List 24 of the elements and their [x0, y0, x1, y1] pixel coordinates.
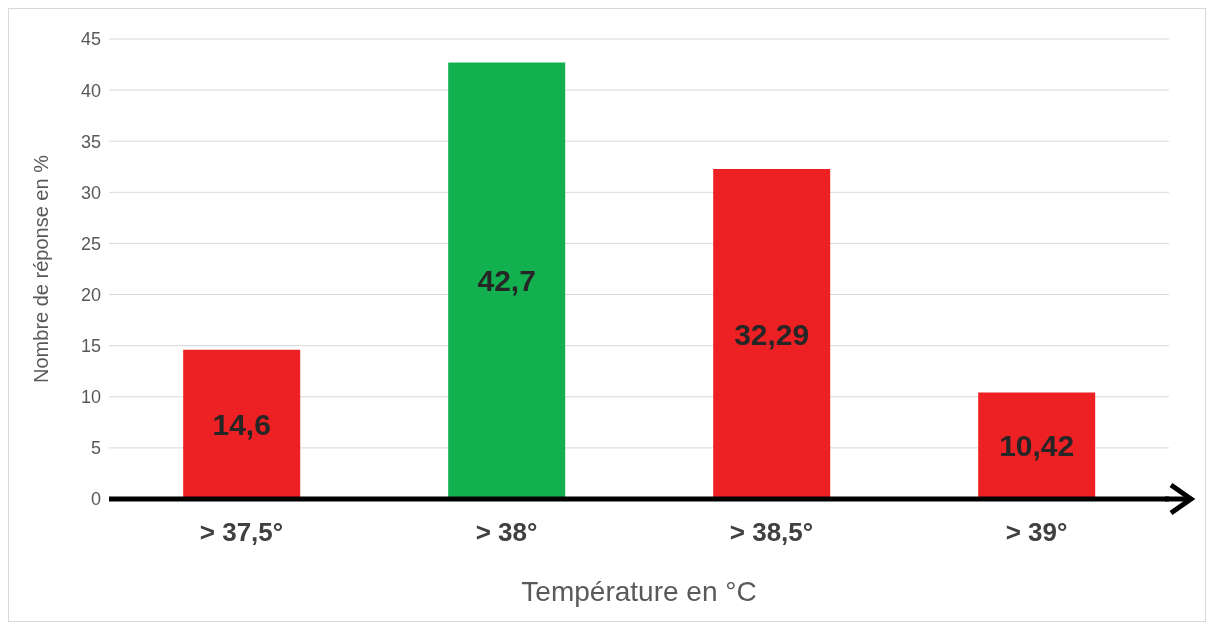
y-tick-label: 5	[90, 438, 101, 459]
data-label: 42,7	[477, 264, 536, 298]
data-label: 14,6	[212, 408, 271, 442]
y-tick-label: 45	[80, 29, 101, 50]
y-axis-title: Nombre de réponse en %	[30, 154, 53, 383]
x-tick-label: > 37,5°	[199, 517, 284, 548]
bar	[978, 392, 1096, 499]
data-label: 32,29	[734, 317, 810, 351]
y-tick-label: 35	[80, 131, 101, 152]
x-tick-label: > 38°	[475, 517, 538, 548]
y-tick-label: 20	[80, 284, 101, 305]
y-tick-label: 25	[80, 233, 101, 254]
bar	[183, 349, 301, 499]
y-tick-label: 0	[90, 489, 101, 510]
x-tick-label: > 39°	[1005, 517, 1068, 548]
y-tick-label: 30	[80, 182, 101, 203]
x-axis-title: Température en °C	[521, 576, 757, 607]
y-tick-label: 10	[80, 387, 101, 408]
bar	[713, 168, 831, 499]
bar	[448, 62, 566, 499]
y-tick-label: 40	[80, 80, 101, 101]
x-tick-label: > 38,5°	[729, 517, 814, 548]
y-tick-label: 15	[80, 336, 101, 357]
data-label: 10,42	[999, 429, 1075, 463]
